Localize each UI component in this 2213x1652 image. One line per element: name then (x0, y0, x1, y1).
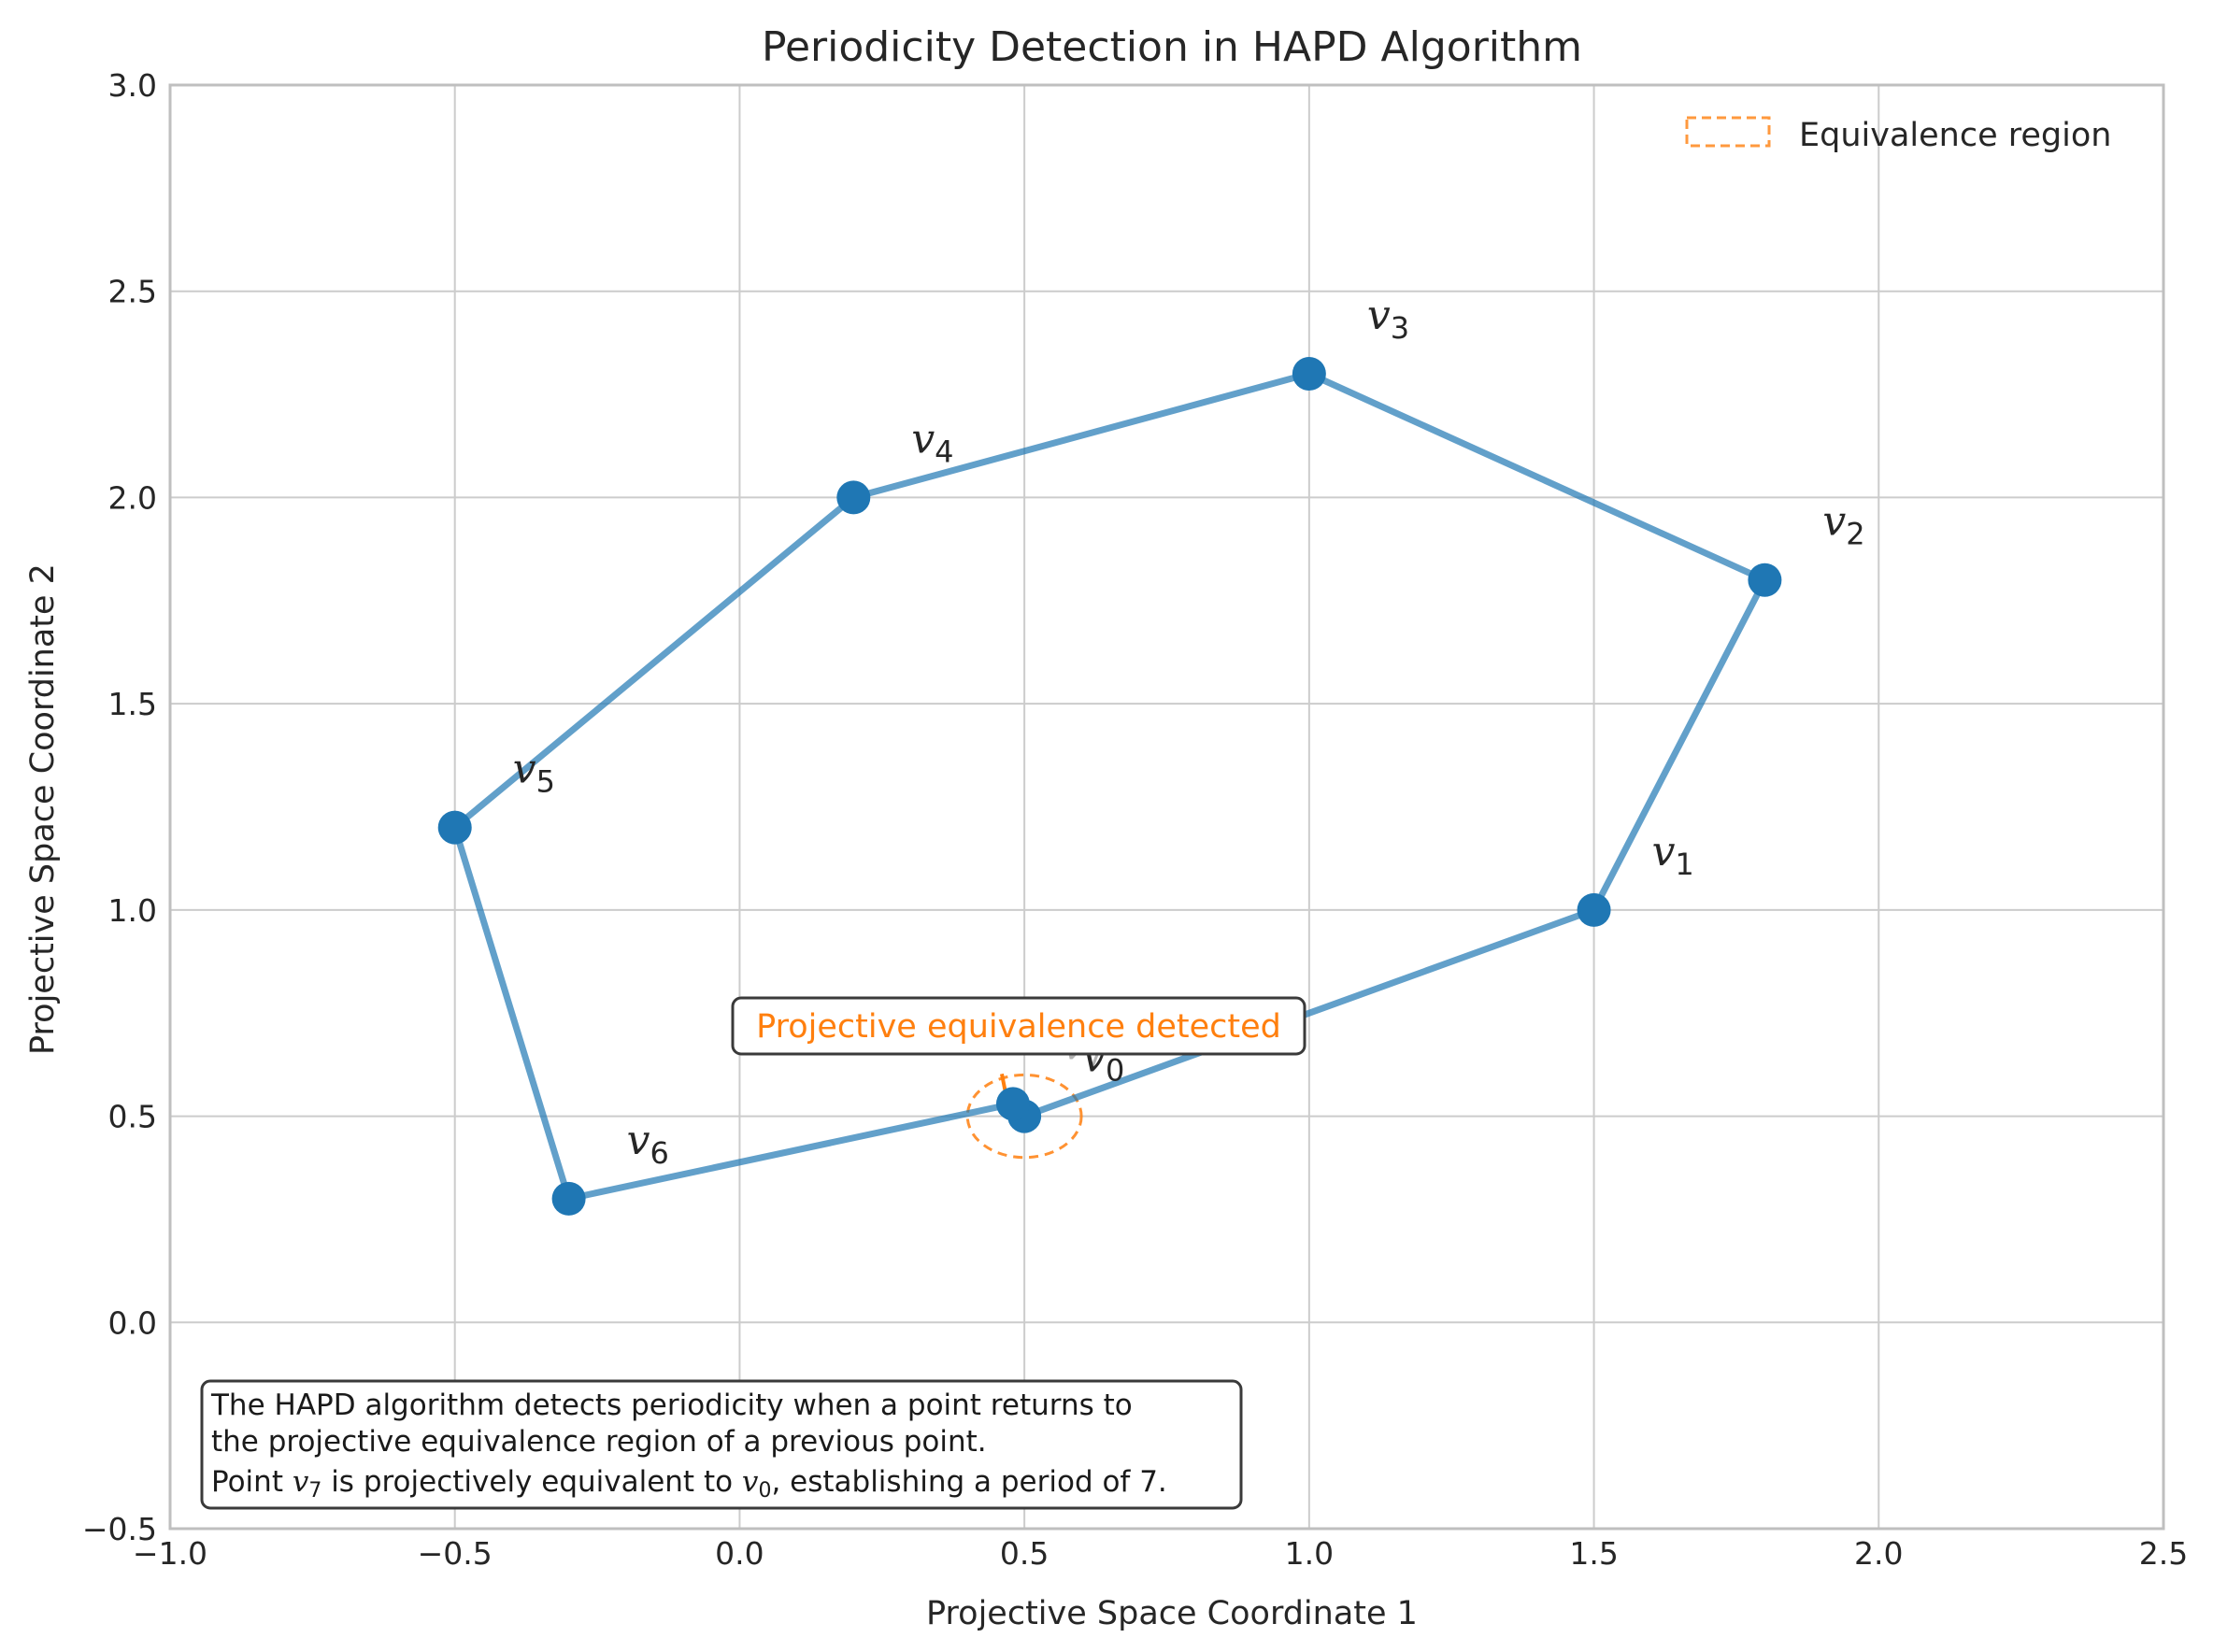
data-point-v5 (437, 810, 472, 845)
note-sub-1: 7 (308, 1479, 321, 1502)
point-label-sub: 1 (1675, 847, 1693, 882)
point-label-var: v (1822, 498, 1846, 546)
x-tick-label: 1.0 (1285, 1535, 1334, 1572)
point-label-var: v (911, 415, 935, 463)
chart-title: Periodicity Detection in HAPD Algorithm (762, 23, 1582, 71)
data-point-v7 (995, 1087, 1030, 1121)
note-line-3-mid: is projectively equivalent to (321, 1465, 742, 1499)
note-var-2: v (742, 1465, 759, 1499)
data-point-v2 (1748, 563, 1782, 597)
note-var-1: v (293, 1465, 309, 1499)
equivalence-region (965, 1073, 1083, 1160)
point-labels: v0v1v2v3v4v5v6v7 (513, 292, 1865, 1171)
x-tick-label: −0.5 (418, 1535, 493, 1572)
y-tick-label: 1.0 (108, 892, 157, 929)
point-label-var: v (1652, 828, 1676, 876)
point-label-v3: v3 (1367, 292, 1409, 346)
explanation-note: The HAPD algorithm detects periodicity w… (200, 1379, 1243, 1510)
point-label-v1: v1 (1652, 828, 1694, 882)
point-label-sub: 3 (1391, 310, 1409, 346)
note-box (200, 1379, 1243, 1510)
legend-swatch (1685, 116, 1771, 148)
note-line-3-post: , establishing a period of 7. (771, 1465, 1166, 1499)
annotation-text: Projective equivalence detected (756, 1008, 1281, 1046)
point-label-sub: 5 (536, 764, 555, 800)
point-label-v6: v6 (627, 1117, 669, 1171)
y-tick-label: 1.5 (108, 686, 157, 722)
x-tick-label: 2.0 (1854, 1535, 1903, 1572)
plot-border (168, 83, 2165, 1531)
y-axis-label: Projective Space Coordinate 2 (24, 563, 62, 1055)
series-points (437, 357, 1782, 1216)
y-tick-label: 2.5 (108, 274, 157, 310)
point-label-sub: 0 (1106, 1053, 1124, 1089)
note-line-3: Point v7 is projectively equivalent to v… (211, 1465, 1167, 1502)
y-tick-label: 0.5 (108, 1099, 157, 1135)
point-label-var: v (627, 1117, 650, 1164)
x-tick-label: 0.5 (1000, 1535, 1049, 1572)
note-sub-2: 0 (758, 1479, 771, 1502)
x-tick-label: 1.5 (1569, 1535, 1618, 1572)
y-tick-label: 0.0 (108, 1304, 157, 1341)
legend: Equivalence region (1685, 116, 2111, 154)
point-label-var: v (1367, 292, 1391, 339)
point-label-sub: 6 (650, 1135, 668, 1171)
series-line (451, 370, 1768, 1203)
data-point-v6 (551, 1181, 586, 1216)
data-point-v1 (1577, 892, 1611, 927)
x-tick-label: 2.5 (2139, 1535, 2188, 1572)
annotation-box (731, 996, 1306, 1056)
x-tick-label: 0.0 (715, 1535, 764, 1572)
series-lines (451, 370, 1768, 1203)
tick-labels: −1.0 −0.5 0.0 0.5 1.0 1.5 2.0 2.5−0.50.00.51.01… (82, 67, 2188, 1572)
y-tick-label: 3.0 (108, 67, 157, 104)
point-label-v5: v5 (513, 746, 555, 800)
note-line-3-pre: Point (211, 1465, 293, 1499)
point-label-sub: 2 (1846, 517, 1864, 552)
data-point-v4 (836, 480, 871, 515)
y-tick-label: 2.0 (108, 479, 157, 516)
plot-frame (168, 83, 2165, 1531)
point-label-v2: v2 (1822, 498, 1864, 552)
x-tick-label: −1.0 (133, 1535, 207, 1572)
equivalence-annotation: Projective equivalence detected (731, 996, 1306, 1056)
data-point-v3 (1292, 357, 1326, 391)
x-axis-label: Projective Space Coordinate 1 (926, 1595, 1418, 1632)
y-tick-label: −0.5 (82, 1511, 157, 1547)
note-line-1: The HAPD algorithm detects periodicity w… (210, 1389, 1133, 1422)
legend-label: Equivalence region (1799, 117, 2111, 154)
note-line-2: the projective equivalence region of a p… (211, 1425, 987, 1459)
point-label-sub: 4 (935, 434, 953, 469)
point-label-v4: v4 (911, 415, 953, 469)
point-label-var: v (513, 746, 536, 793)
